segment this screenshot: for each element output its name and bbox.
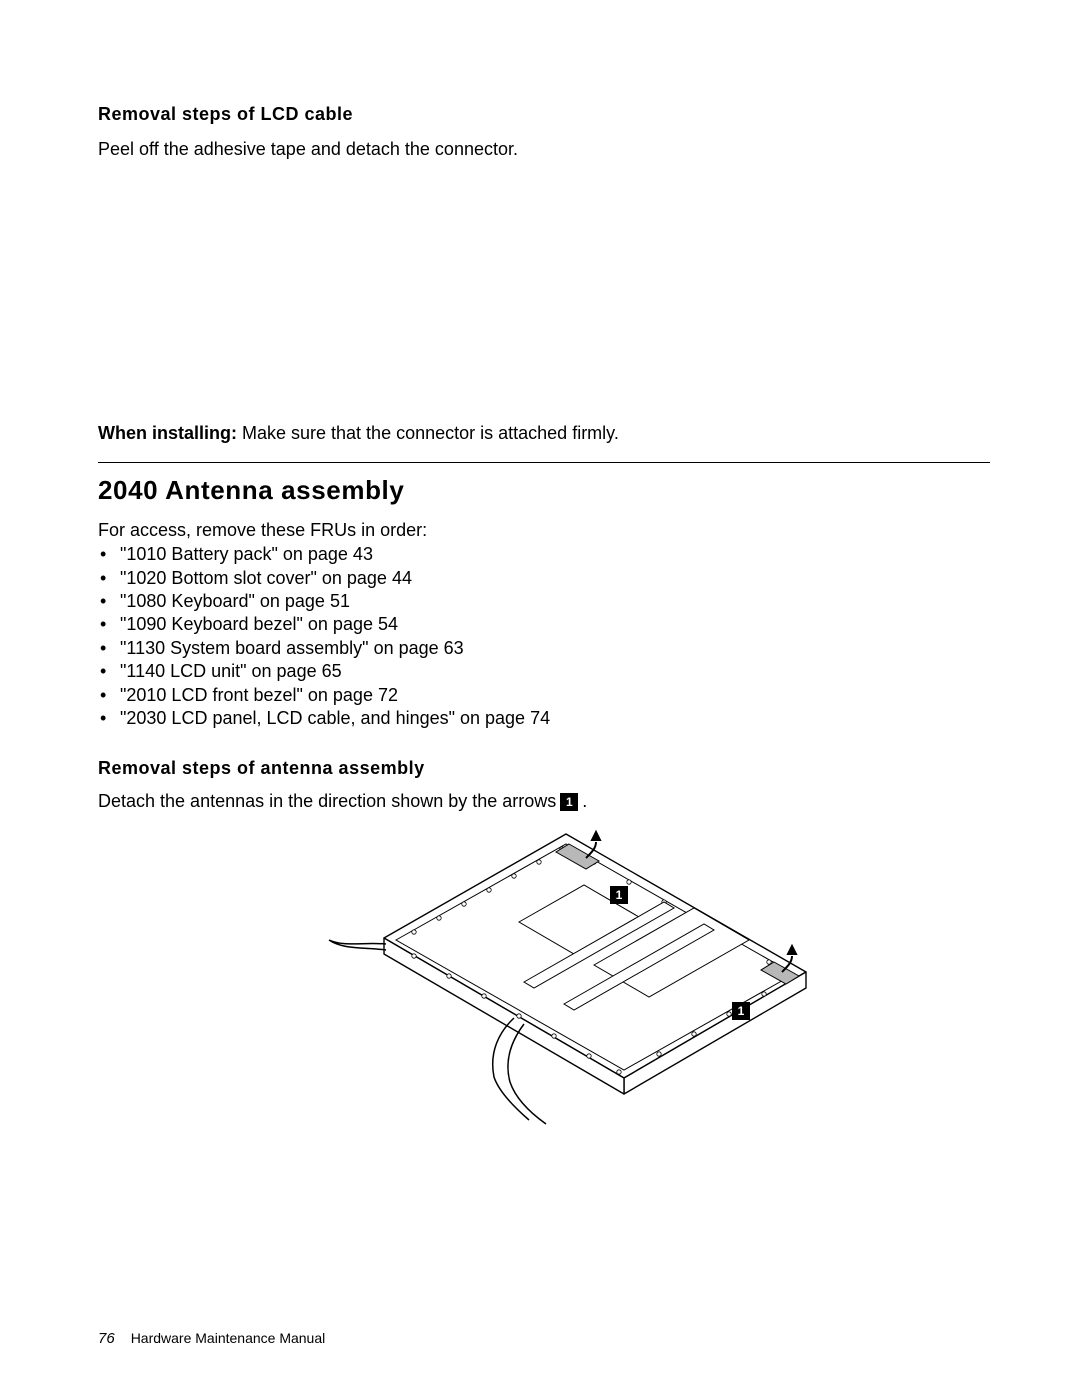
antenna-removal-heading: Removal steps of antenna assembly [98,758,990,779]
fru-list: "1010 Battery pack" on page 43 "1020 Bot… [98,543,990,730]
install-note-label: When installing: [98,423,237,443]
lcd-cable-body: Peel off the adhesive tape and detach th… [98,137,990,161]
footer-title: Hardware Maintenance Manual [131,1330,326,1346]
list-item: "2030 LCD panel, LCD cable, and hinges" … [98,707,990,730]
list-item: "1140 LCD unit" on page 65 [98,660,990,683]
list-item: "2010 LCD front bezel" on page 72 [98,684,990,707]
page-number: 76 [98,1330,115,1347]
fru-intro: For access, remove these FRUs in order: [98,520,990,541]
detach-text-post: . [582,791,587,812]
antenna-diagram: 11 [264,822,824,1152]
svg-text:1: 1 [738,1004,745,1018]
lcd-cable-heading: Removal steps of LCD cable [98,104,990,125]
svg-text:1: 1 [616,888,623,902]
list-item: "1010 Battery pack" on page 43 [98,543,990,566]
antenna-section-title: 2040 Antenna assembly [98,475,990,506]
detach-text-pre: Detach the antennas in the direction sho… [98,791,556,812]
install-note-text: Make sure that the connector is attached… [237,423,619,443]
section-divider [98,462,990,463]
list-item: "1090 Keyboard bezel" on page 54 [98,613,990,636]
list-item: "1130 System board assembly" on page 63 [98,637,990,660]
callout-inline: 1 [560,793,578,811]
detach-instruction: Detach the antennas in the direction sho… [98,791,990,812]
install-note: When installing: Make sure that the conn… [98,423,990,444]
list-item: "1080 Keyboard" on page 51 [98,590,990,613]
page-footer: 76 Hardware Maintenance Manual [98,1330,325,1347]
list-item: "1020 Bottom slot cover" on page 44 [98,567,990,590]
